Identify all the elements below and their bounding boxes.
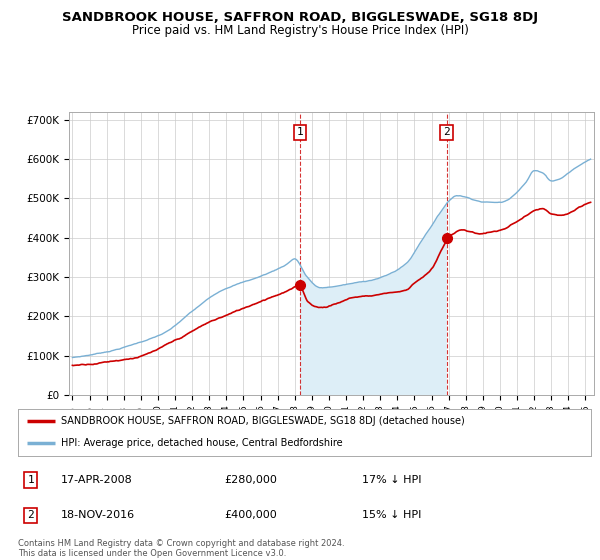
Text: Contains HM Land Registry data © Crown copyright and database right 2024.
This d: Contains HM Land Registry data © Crown c… (18, 539, 344, 558)
Text: 18-NOV-2016: 18-NOV-2016 (61, 510, 135, 520)
Text: SANDBROOK HOUSE, SAFFRON ROAD, BIGGLESWADE, SG18 8DJ (detached house): SANDBROOK HOUSE, SAFFRON ROAD, BIGGLESWA… (61, 416, 465, 426)
Text: 17-APR-2008: 17-APR-2008 (61, 475, 133, 485)
Text: 2: 2 (443, 128, 450, 137)
Text: £280,000: £280,000 (224, 475, 277, 485)
Text: 1: 1 (27, 475, 34, 485)
Text: 17% ↓ HPI: 17% ↓ HPI (362, 475, 421, 485)
Text: £400,000: £400,000 (224, 510, 277, 520)
Text: 1: 1 (296, 128, 303, 137)
Text: SANDBROOK HOUSE, SAFFRON ROAD, BIGGLESWADE, SG18 8DJ: SANDBROOK HOUSE, SAFFRON ROAD, BIGGLESWA… (62, 11, 538, 24)
Text: 2: 2 (27, 510, 34, 520)
Text: HPI: Average price, detached house, Central Bedfordshire: HPI: Average price, detached house, Cent… (61, 438, 343, 448)
Text: Price paid vs. HM Land Registry's House Price Index (HPI): Price paid vs. HM Land Registry's House … (131, 24, 469, 36)
Text: 15% ↓ HPI: 15% ↓ HPI (362, 510, 421, 520)
